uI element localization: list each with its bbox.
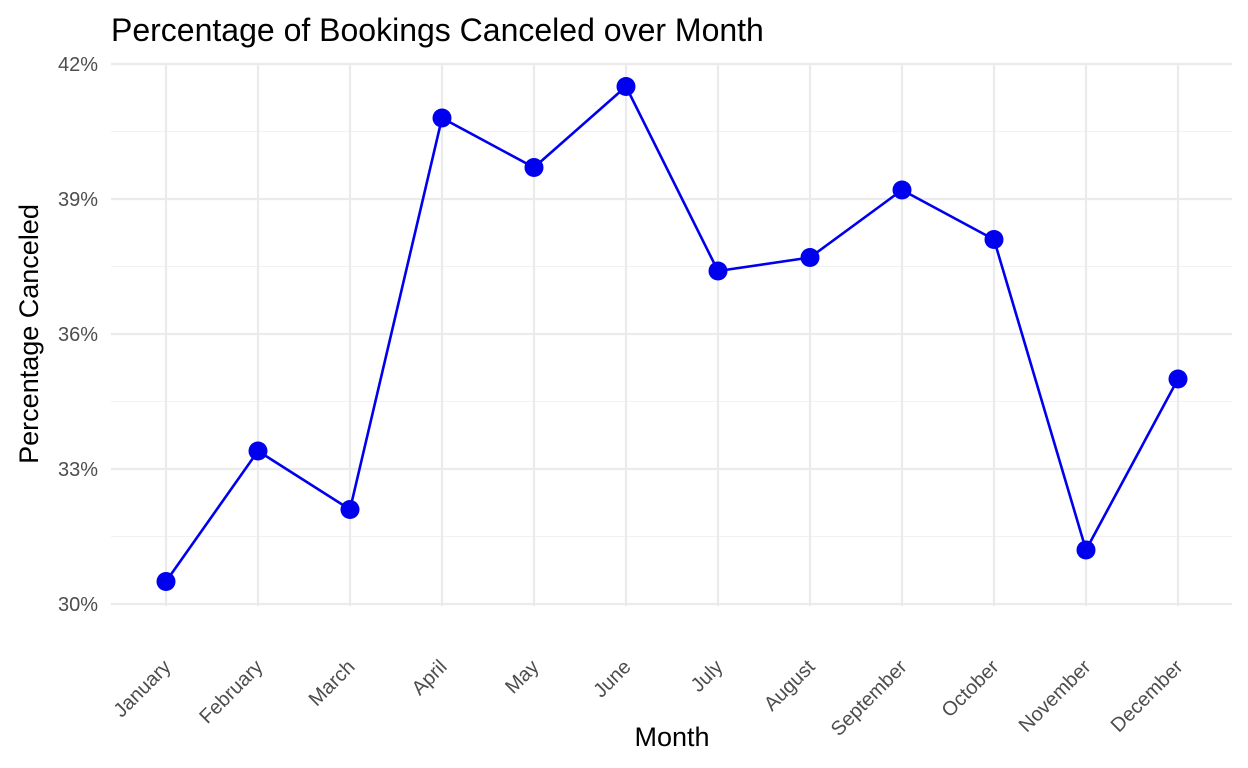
y-axis-ticks: 30% 33% 36% 39% 42% bbox=[58, 54, 98, 616]
y-tick-label: 42% bbox=[58, 54, 98, 76]
data-point bbox=[248, 441, 268, 461]
data-point bbox=[524, 158, 544, 177]
data-point bbox=[1076, 540, 1096, 560]
x-tick-label: May bbox=[501, 656, 543, 698]
y-tick-label: 30% bbox=[58, 594, 98, 616]
data-point bbox=[616, 77, 636, 96]
x-axis-title: Month bbox=[634, 722, 709, 752]
x-tick-label: January bbox=[110, 656, 176, 722]
x-tick-label: September bbox=[827, 656, 912, 741]
y-tick-label: 33% bbox=[58, 459, 98, 481]
x-tick-label: October bbox=[938, 656, 1004, 722]
data-point bbox=[432, 108, 452, 128]
x-tick-label: February bbox=[195, 656, 267, 728]
data-point bbox=[340, 500, 360, 519]
x-tick-label: August bbox=[760, 656, 820, 716]
chart-title: Percentage of Bookings Canceled over Mon… bbox=[111, 12, 764, 48]
data-point bbox=[800, 248, 820, 267]
x-tick-label: December bbox=[1107, 656, 1188, 737]
data-point bbox=[708, 261, 728, 281]
x-tick-label: June bbox=[589, 656, 635, 702]
y-tick-label: 36% bbox=[58, 324, 98, 346]
grid-layer bbox=[111, 62, 1232, 606]
data-point bbox=[1168, 369, 1188, 389]
x-tick-label: July bbox=[687, 656, 728, 697]
y-axis-title: Percentage Canceled bbox=[14, 204, 44, 464]
series-layer bbox=[156, 77, 1188, 591]
data-point bbox=[892, 180, 912, 200]
data-point bbox=[984, 230, 1004, 249]
x-tick-label: March bbox=[305, 656, 360, 711]
x-tick-label: November bbox=[1015, 656, 1096, 737]
y-tick-label: 39% bbox=[58, 189, 98, 211]
x-tick-label: April bbox=[408, 656, 452, 700]
data-point bbox=[156, 572, 176, 591]
series-line bbox=[164, 85, 1180, 583]
